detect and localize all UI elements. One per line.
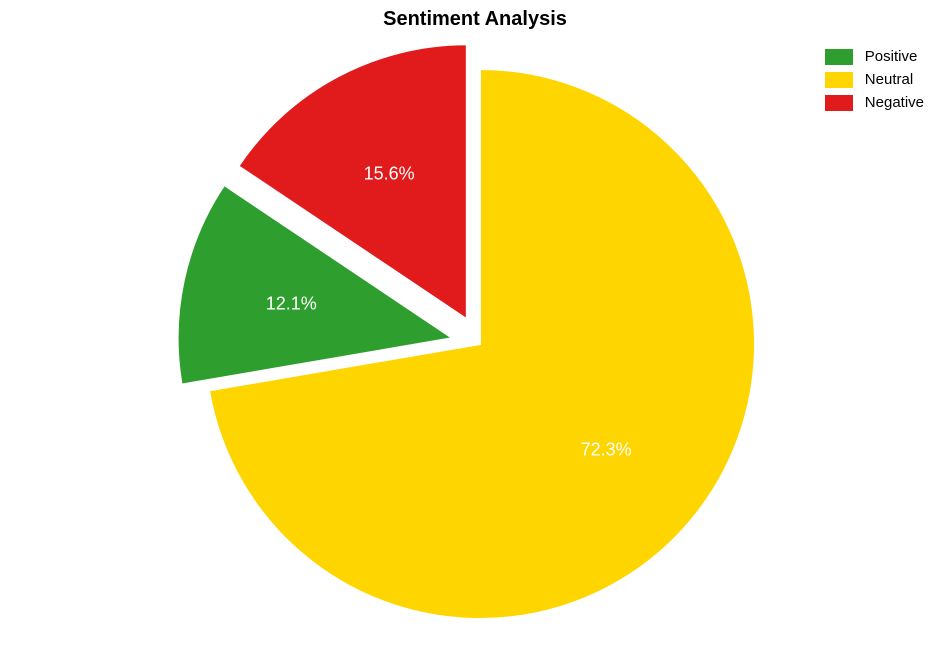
legend-label: Negative <box>865 94 924 111</box>
legend-item: Neutral <box>825 71 924 88</box>
legend: Positive Neutral Negative <box>825 48 924 117</box>
legend-swatch <box>825 95 853 111</box>
legend-item: Negative <box>825 94 924 111</box>
legend-swatch <box>825 72 853 88</box>
sentiment-pie-chart: Sentiment Analysis PositiveNeutralNegati… <box>0 0 950 662</box>
pie-svg <box>0 0 950 662</box>
legend-label: Neutral <box>865 71 913 88</box>
slice-label: 15.6% <box>364 163 415 184</box>
legend-label: Positive <box>865 48 918 65</box>
slice-label: 72.3% <box>581 440 632 461</box>
slice-label: 12.1% <box>266 293 317 314</box>
legend-swatch <box>825 49 853 65</box>
legend-item: Positive <box>825 48 924 65</box>
